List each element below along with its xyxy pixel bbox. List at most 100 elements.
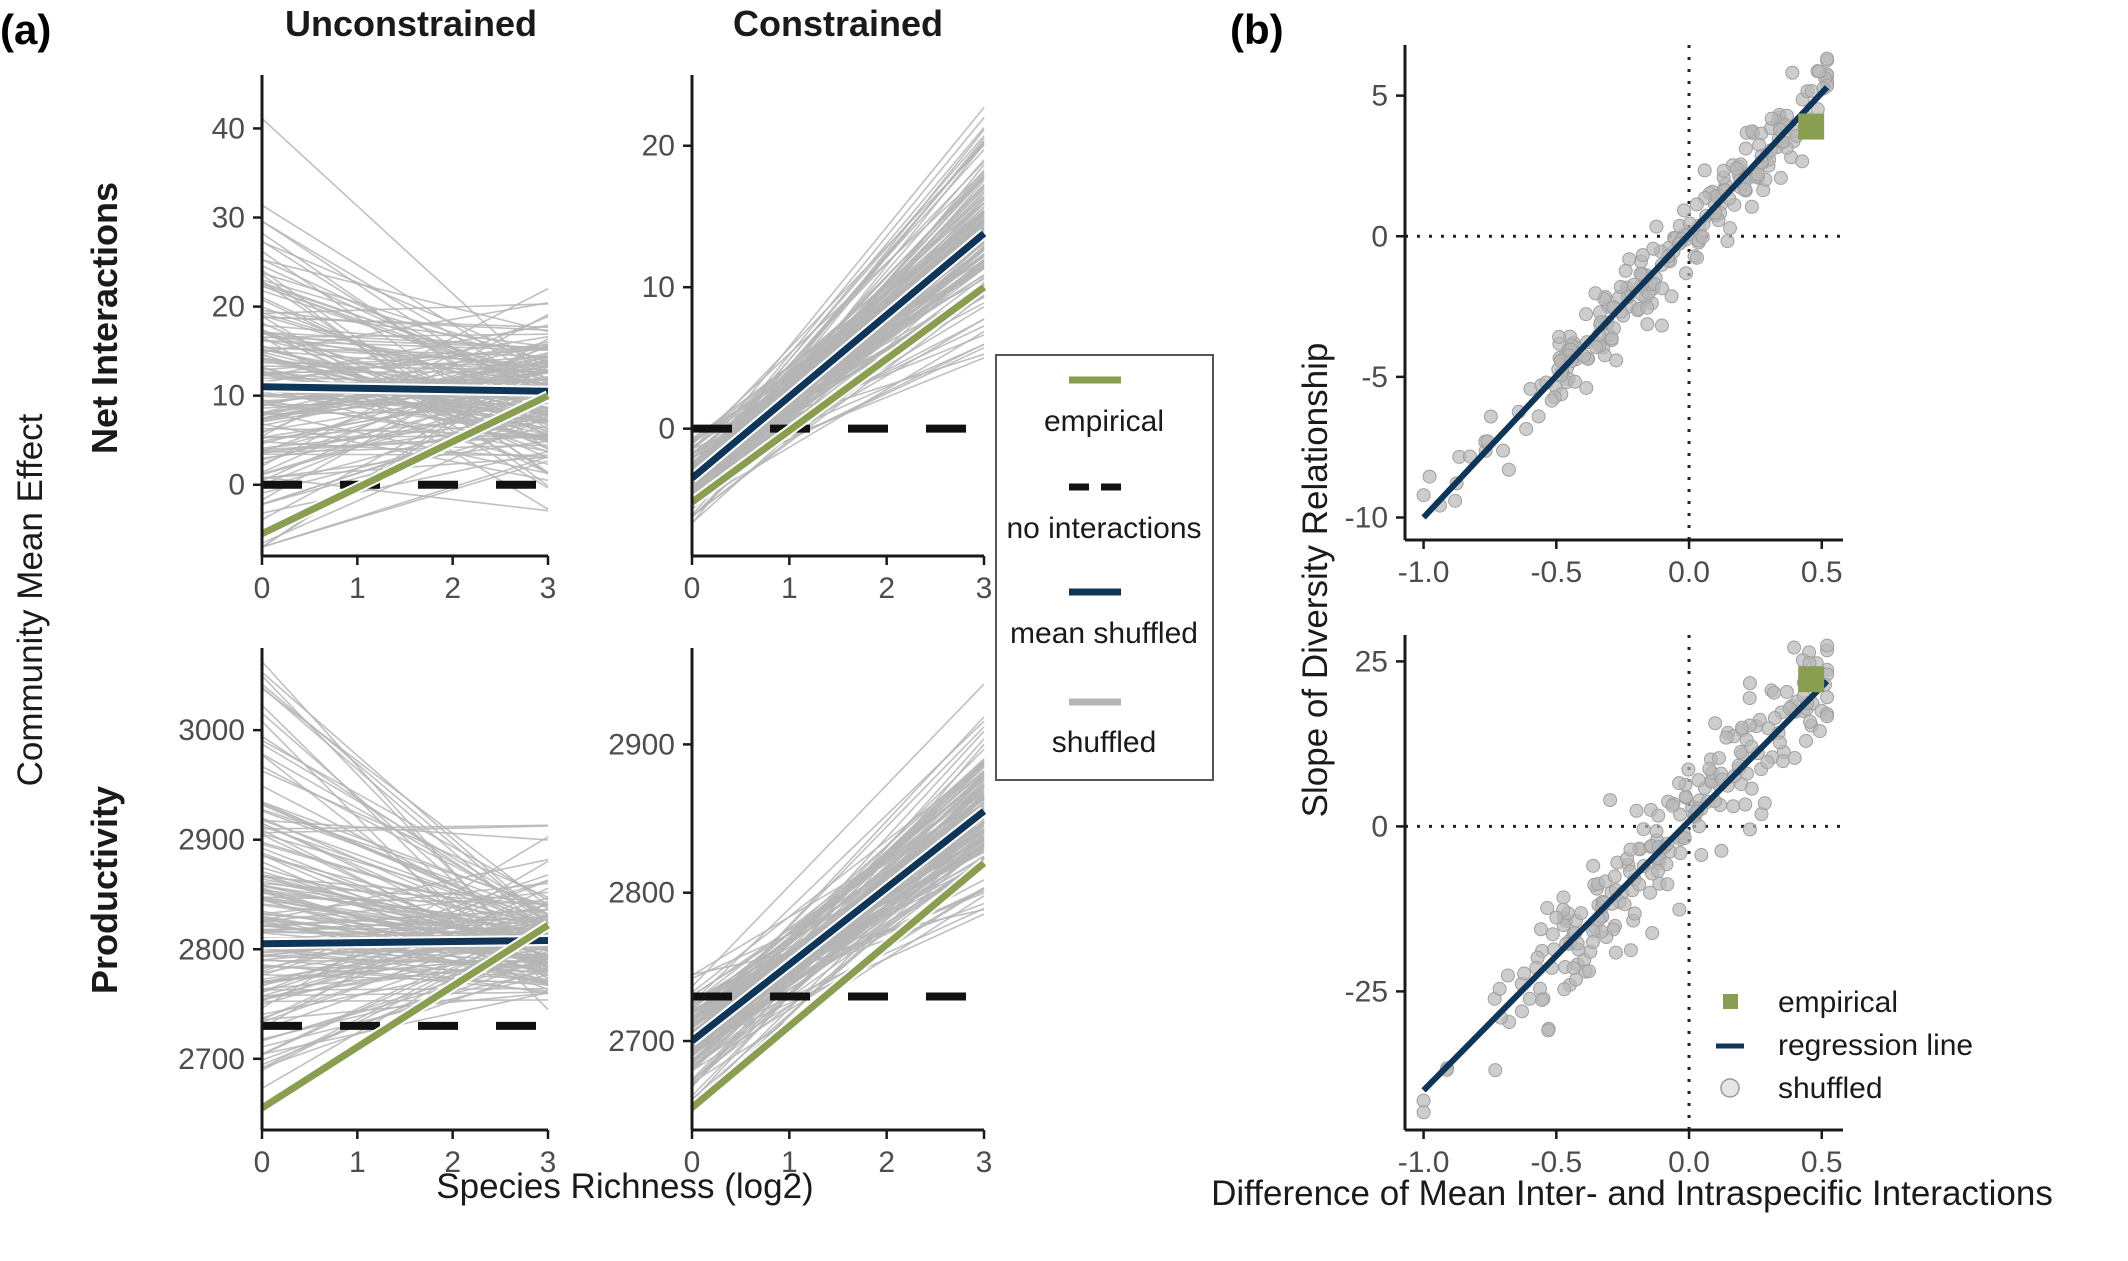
shuffled-point: [1761, 721, 1776, 736]
shuffled-line: [692, 265, 985, 487]
shuffled-line: [692, 908, 985, 976]
shuffled-line: [262, 770, 549, 899]
x-tick-label: 1: [349, 572, 366, 605]
shuffled-point: [1697, 163, 1712, 178]
a-y-axis-label: Community Mean Effect: [11, 413, 50, 786]
b-y-axis-label: Slope of Diversity Relationship: [1296, 343, 1335, 818]
y-tick-label: 10: [642, 271, 675, 304]
shuffled-line: [262, 456, 549, 548]
shuffled-point: [1613, 279, 1628, 294]
shuffled-point: [1557, 982, 1572, 997]
regression-line: [1421, 85, 1830, 520]
x-tick-label: 0.5: [1801, 1146, 1843, 1179]
x-tick-label: 2: [878, 572, 895, 605]
shuffled-point: [1812, 64, 1827, 79]
shuffled-point: [1714, 843, 1729, 858]
column-title-constrained: Constrained: [733, 3, 943, 44]
shuffled-line: [262, 735, 549, 924]
shuffled-line: [262, 375, 549, 423]
shuffled-point: [1500, 968, 1515, 983]
shuffled-point: [1607, 869, 1622, 884]
y-tick-label: 2700: [608, 1025, 675, 1058]
shuffled-point: [1462, 449, 1477, 464]
plot-area: [262, 661, 551, 1113]
shuffled-point: [1820, 51, 1835, 66]
shuffled-point: [1744, 781, 1759, 796]
plot-area: [692, 106, 988, 524]
shuffled-point: [1617, 897, 1632, 912]
shuffled-point: [1549, 910, 1564, 925]
x-tick-label: 2: [444, 572, 461, 605]
shuffled-point: [1618, 263, 1633, 278]
shuffled-line: [262, 753, 549, 918]
empirical-line: [262, 392, 550, 537]
shuffled-point: [1676, 203, 1691, 218]
shuffled-point: [1483, 409, 1498, 424]
shuffled-line: [692, 330, 985, 506]
y-tick-label: 40: [212, 112, 245, 145]
shuffled-line: [692, 209, 985, 461]
shuffled-line: [692, 144, 985, 451]
shuffled-point: [1787, 750, 1802, 765]
shuffled-point: [1643, 885, 1658, 900]
legend-b-key-empirical: [1723, 994, 1738, 1009]
plot-productivity-unconstrained: 0 1 2 3 2700 2800 2900 3000: [178, 648, 556, 1179]
shuffled-point: [1556, 890, 1571, 905]
shuffled-point: [1581, 964, 1596, 979]
shuffled-point: [1665, 798, 1680, 813]
shuffled-line: [262, 858, 549, 922]
shuffled-point: [1646, 241, 1661, 256]
shuffled-line: [262, 241, 549, 365]
shuffled-point: [1738, 141, 1753, 156]
x-tick-label: -1.0: [1398, 1146, 1450, 1179]
mean-shuffled-line: [262, 936, 549, 948]
shuffled-point: [1760, 755, 1775, 770]
legend-a-box: [995, 354, 1214, 781]
shuffled-point: [1664, 289, 1679, 304]
shuffled-point: [1744, 199, 1759, 214]
shuffled-point: [1654, 318, 1669, 333]
shuffled-line: [262, 296, 549, 434]
shuffled-point: [1533, 922, 1548, 937]
shuffled-point: [1694, 848, 1709, 863]
a-x-axis-label: Species Richness (log2): [436, 1167, 813, 1206]
row-title-productivity: Productivity: [84, 786, 125, 994]
shuffled-line: [262, 343, 549, 383]
shuffled-line: [262, 822, 549, 951]
shuffled-line: [692, 847, 985, 1057]
shuffled-line: [262, 444, 549, 454]
shuffled-line: [262, 409, 549, 506]
shuffled-line: [262, 324, 549, 378]
shuffled-line: [692, 106, 985, 467]
shuffled-point: [1673, 846, 1688, 861]
shuffled-point: [1422, 469, 1437, 484]
shuffled-line: [262, 365, 549, 427]
shuffled-line: [692, 857, 985, 1069]
shuffled-point: [1729, 161, 1744, 176]
shuffled-line: [262, 969, 549, 1040]
shuffled-point: [1689, 197, 1704, 212]
shuffled-line: [262, 999, 549, 1003]
y-tick-label: 2900: [608, 728, 675, 761]
shuffled-point: [1501, 462, 1516, 477]
shuffled-line: [262, 450, 549, 514]
shuffled-point: [1744, 739, 1759, 754]
shuffled-line: [262, 338, 549, 409]
shuffled-point: [1708, 716, 1723, 731]
y-tick-label: 20: [642, 130, 675, 163]
shuffled-point: [1515, 1004, 1530, 1019]
shuffled-line: [262, 882, 549, 915]
x-tick-label: 2: [444, 1146, 461, 1179]
shuffled-line: [262, 331, 549, 349]
shuffled-line: [262, 333, 549, 339]
column-title-unconstrained: Unconstrained: [285, 3, 537, 44]
mean-shuffled-line: [692, 808, 987, 1044]
shuffled-line: [262, 403, 549, 442]
shuffled-line: [262, 303, 549, 315]
shuffled-point: [1651, 864, 1666, 879]
shuffled-point: [1623, 842, 1638, 857]
shuffled-point: [1651, 808, 1666, 823]
shuffled-line: [262, 712, 549, 964]
